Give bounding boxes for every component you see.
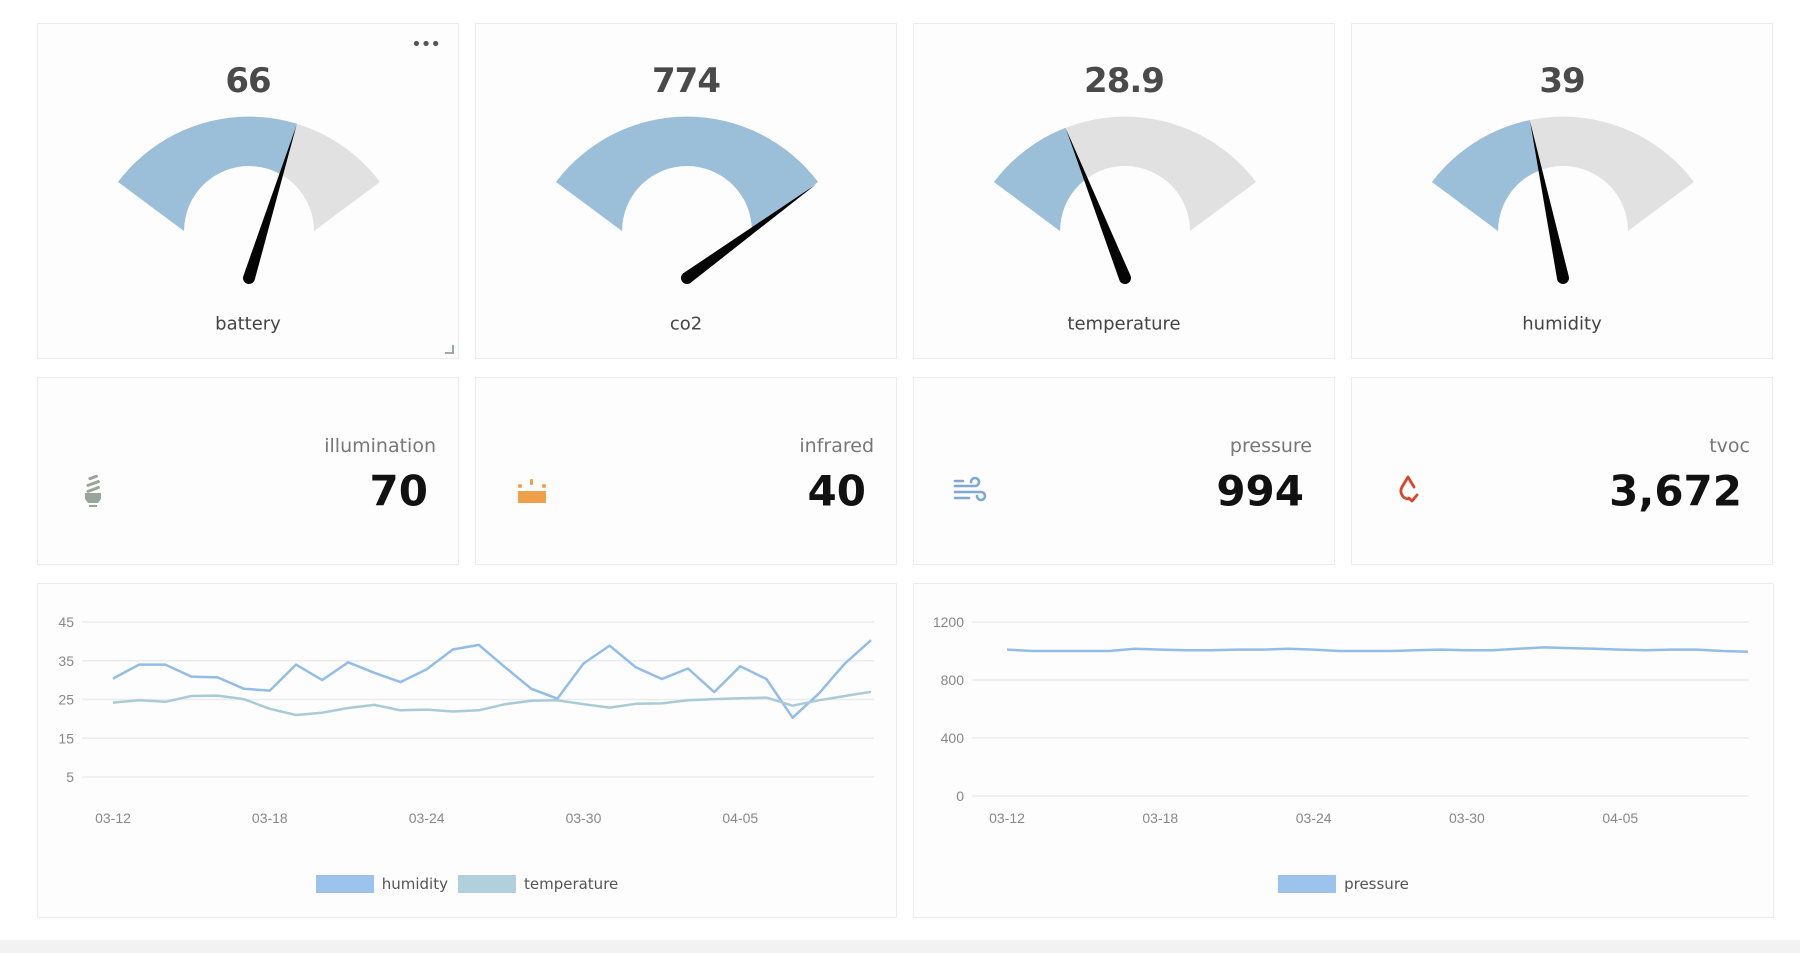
gauge-needle [1066, 129, 1131, 284]
stat-value: 3,672 [1609, 466, 1742, 516]
x-tick-label: 04-05 [722, 810, 758, 826]
y-tick-label: 5 [66, 769, 74, 785]
gauge-fill [556, 116, 818, 231]
stat-value: 70 [369, 466, 428, 516]
y-tick-label: 45 [58, 614, 74, 630]
y-tick-label: 800 [941, 672, 965, 688]
line-chart-plot: 5 15 25 35 45 03-12 03-18 03-24 03-30 04-05 [58, 614, 874, 826]
chart-legend: pressure [914, 875, 1773, 893]
y-tick-label: 35 [58, 653, 74, 669]
bottom-scroll-area [0, 940, 1800, 953]
gauge-needle [243, 125, 297, 284]
gauge-dial [1432, 116, 1694, 284]
y-tick-label: 400 [941, 730, 965, 746]
legend-item-temperature[interactable]: temperature [457, 875, 619, 893]
y-tick-label: 0 [956, 788, 964, 804]
legend-label: pressure [1344, 875, 1409, 893]
x-tick-label: 03-12 [95, 810, 131, 826]
legend-swatch [315, 875, 374, 893]
gauge-fill [1432, 116, 1563, 231]
stat-card-illumination: illumination 70 [37, 377, 459, 565]
gauge-dial [994, 116, 1256, 284]
series-line-pressure [1006, 646, 1749, 653]
pressure-chart: 0 400 800 1200 03-12 03-18 03-24 03-30 04-05 pre… [913, 583, 1774, 918]
stat-label: infrared [799, 435, 874, 457]
x-tick-label: 03-18 [252, 810, 288, 826]
gauge-value: 28.9 [1084, 61, 1165, 101]
drop-check-icon [1399, 475, 1419, 503]
x-tick-label: 03-24 [1296, 810, 1332, 826]
stat-label: illumination [324, 435, 436, 457]
x-tick-label: 03-30 [566, 810, 602, 826]
legend-label: temperature [523, 875, 619, 893]
x-tick-label: 03-12 [989, 810, 1025, 826]
y-tick-label: 15 [58, 730, 74, 746]
legend-item-humidity[interactable]: humidity [315, 875, 448, 893]
gauge-card-co2: 774 co2 [475, 23, 897, 359]
stat-card-tvoc: tvoc 3,672 [1351, 377, 1773, 565]
gauge-card-temperature: 28.9 temperature [913, 23, 1335, 359]
series-line-humidity [112, 639, 872, 719]
series-line-temperature [112, 690, 872, 717]
resize-handle-icon[interactable] [445, 345, 454, 354]
gauge-card-battery: ••• 66 battery [37, 23, 459, 359]
gauge-fill [994, 116, 1125, 231]
gauge-card-humidity: 39 humidity [1351, 23, 1773, 359]
x-tick-label: 03-24 [409, 810, 445, 826]
chart-legend: humidity temperature [38, 875, 896, 893]
gauge-dial [118, 116, 380, 284]
gauge-label: co2 [669, 313, 703, 335]
legend-swatch [1278, 875, 1337, 893]
infrared-icon [518, 479, 546, 503]
humidity-temperature-chart: 5 15 25 35 45 03-12 03-18 03-24 03-30 04-05 humid… [37, 583, 897, 918]
gauge-needle [1530, 121, 1569, 284]
y-tick-label: 1200 [933, 614, 964, 630]
stat-card-pressure: pressure 994 [913, 377, 1335, 565]
gauge-value: 39 [1539, 61, 1585, 101]
gauge-value: 66 [225, 61, 271, 101]
stat-card-infrared: infrared 40 [475, 377, 897, 565]
wind-icon [953, 476, 987, 502]
stat-value: 994 [1216, 466, 1304, 516]
stat-label: pressure [1229, 435, 1312, 457]
legend-item-pressure[interactable]: pressure [1278, 875, 1409, 893]
gauge-label: humidity [1522, 313, 1602, 335]
more-options-icon[interactable]: ••• [411, 34, 441, 55]
x-tick-label: 03-18 [1142, 810, 1178, 826]
legend-swatch [457, 875, 516, 893]
lightbulb-icon [85, 474, 101, 507]
gauge-label: battery [215, 313, 281, 335]
gauge-label: temperature [1067, 313, 1181, 335]
x-tick-label: 04-05 [1602, 810, 1638, 826]
legend-label: humidity [381, 875, 448, 893]
gauge-value: 774 [652, 61, 721, 101]
stat-label: tvoc [1709, 435, 1750, 457]
x-tick-label: 03-30 [1449, 810, 1485, 826]
gauge-dial [556, 116, 818, 285]
line-chart-plot: 0 400 800 1200 03-12 03-18 03-24 03-30 04-05 [933, 614, 1749, 826]
stat-value: 40 [807, 466, 866, 516]
gauge-needle [681, 183, 817, 285]
y-tick-label: 25 [58, 692, 74, 708]
